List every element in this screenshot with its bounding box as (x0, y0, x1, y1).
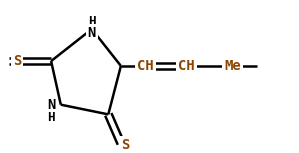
Text: S: S (13, 54, 21, 68)
Text: H: H (88, 15, 96, 28)
Text: CH: CH (179, 59, 195, 73)
Text: Me: Me (224, 59, 241, 73)
Text: N: N (88, 26, 96, 40)
Text: H: H (47, 111, 55, 124)
Text: CH: CH (137, 59, 153, 73)
Text: N: N (47, 98, 55, 112)
Text: S: S (122, 138, 130, 152)
